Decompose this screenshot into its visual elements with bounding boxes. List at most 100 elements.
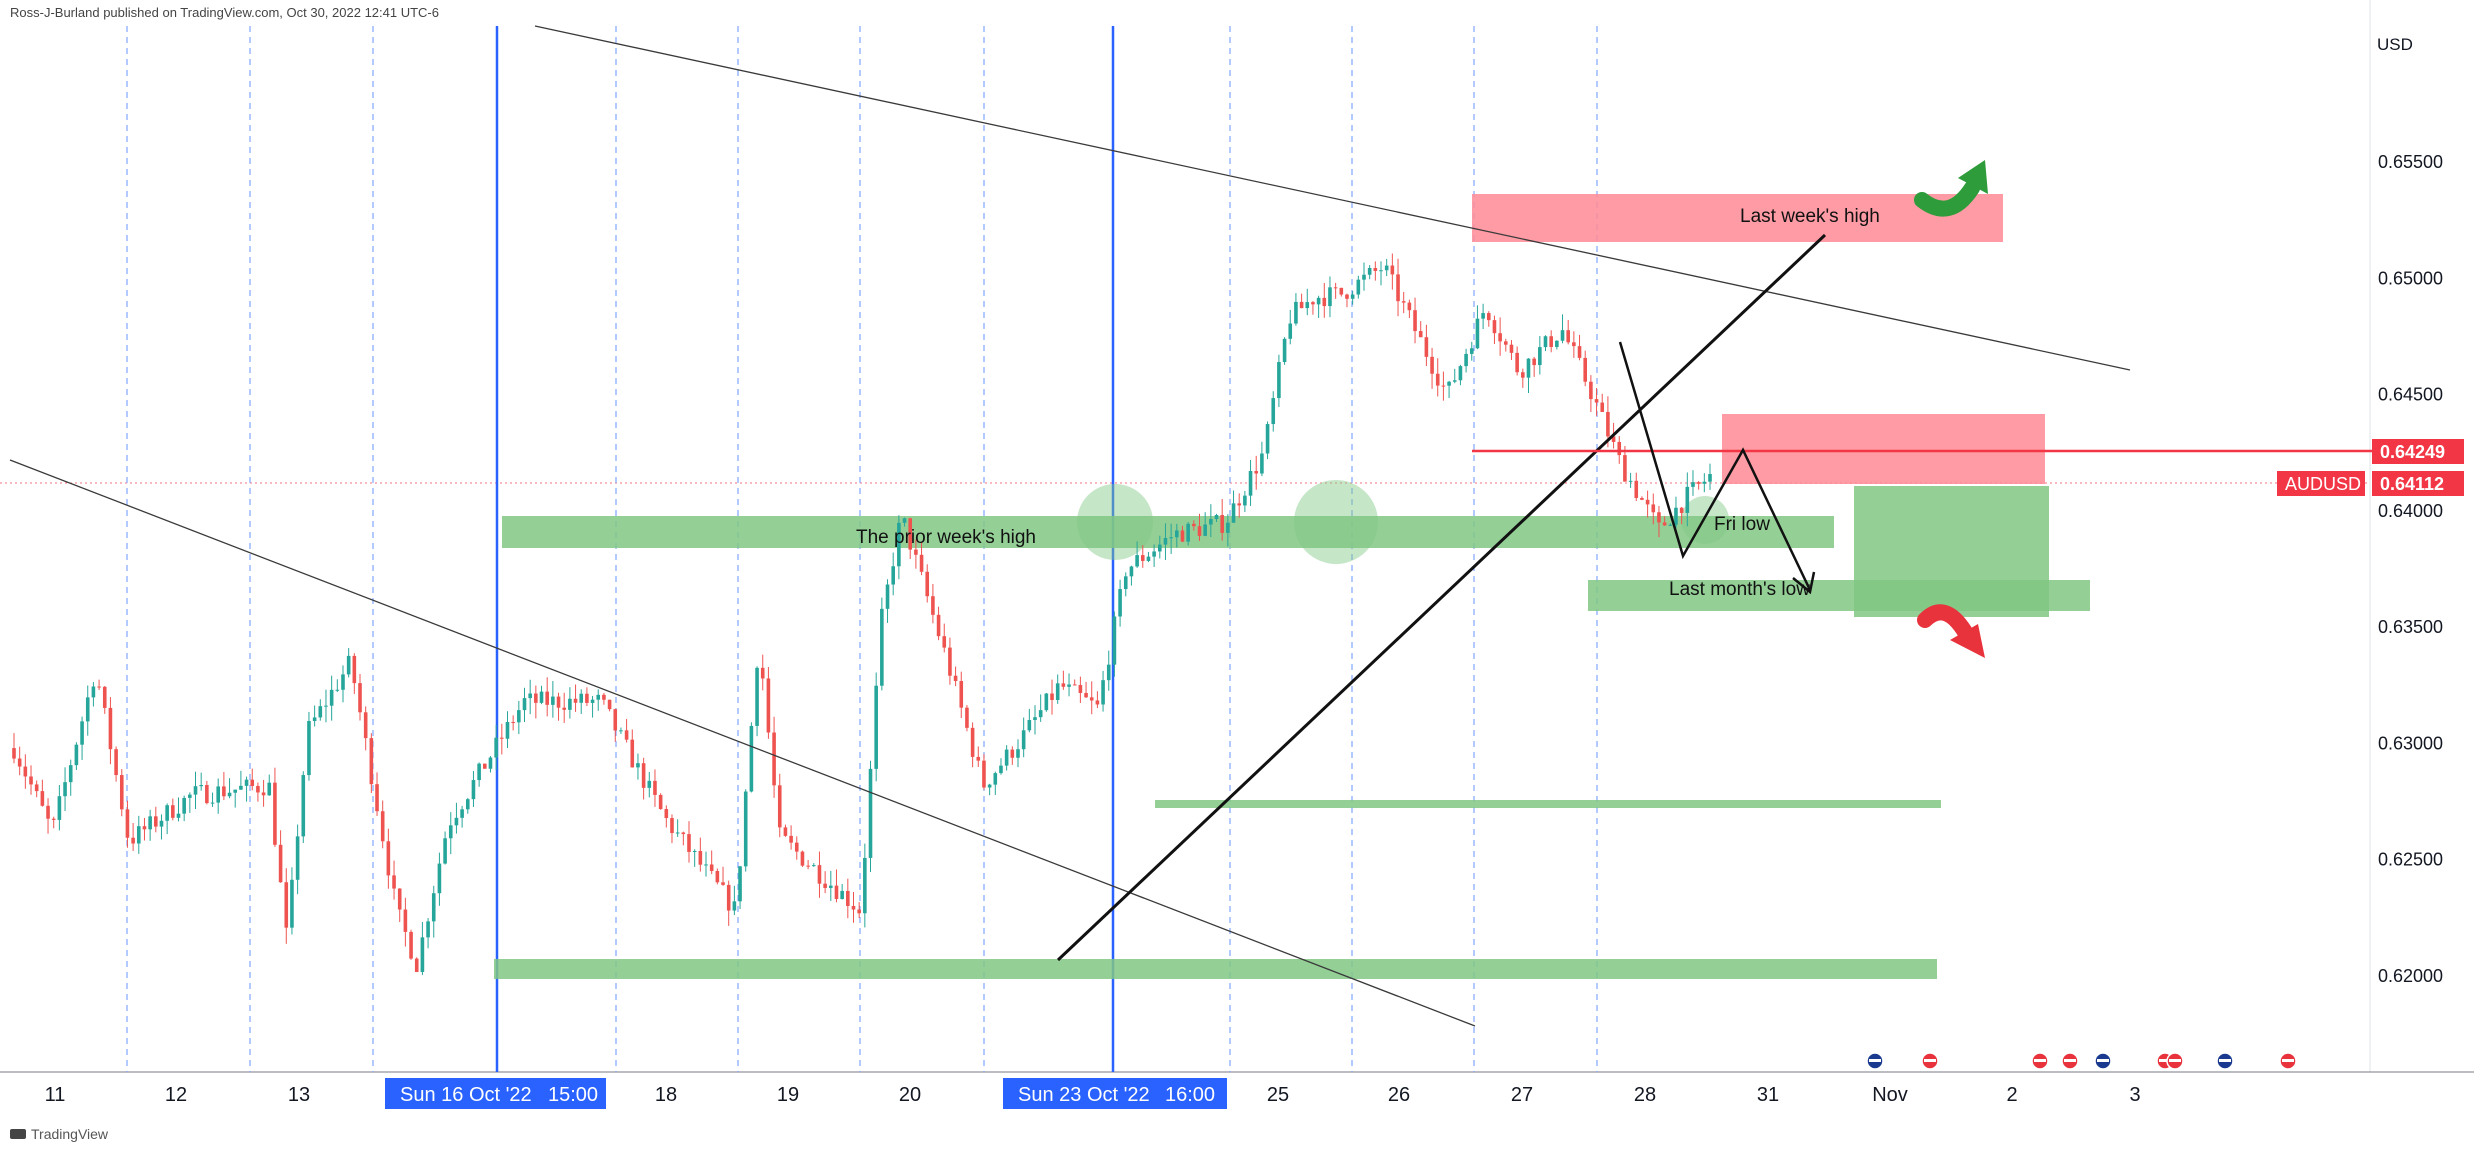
candle-body <box>1390 265 1395 275</box>
candle-body <box>1078 684 1083 693</box>
candle-body <box>1288 323 1293 339</box>
candle-body <box>619 730 623 732</box>
candle-body <box>471 780 476 800</box>
symbol-price-badge: AUDUSD 0.64112 <box>2277 471 2464 496</box>
candle-body <box>188 794 192 798</box>
us-flag-icon[interactable] <box>2031 1052 2049 1070</box>
candle-body <box>74 744 79 766</box>
time-tick-label: 25 <box>1267 1084 1289 1106</box>
label-last-months-low: Last month's low <box>1669 579 1810 600</box>
au-flag-icon[interactable] <box>2094 1052 2112 1070</box>
candle-body <box>437 863 442 894</box>
candle-body <box>1299 301 1304 309</box>
candle-body <box>1175 530 1179 538</box>
candle-body <box>142 826 147 830</box>
candle-body <box>318 706 323 718</box>
candle-body <box>1282 338 1287 363</box>
candle-body <box>1163 537 1168 545</box>
candle-body <box>664 809 669 819</box>
candle-body <box>500 737 504 739</box>
candle-body <box>1640 497 1644 500</box>
candle-body <box>278 844 283 883</box>
candle-body <box>1316 297 1321 305</box>
candle-body <box>1157 544 1162 552</box>
candle-body <box>874 685 878 769</box>
price-tick-label: 0.62000 <box>2378 966 2443 986</box>
us-flag-icon[interactable] <box>2279 1052 2297 1070</box>
candle-body <box>494 737 498 758</box>
bullish-arrow-icon <box>1914 160 1988 217</box>
candle-body <box>29 776 33 785</box>
candle-body <box>783 827 788 836</box>
candle-body <box>687 834 691 852</box>
candle-body <box>216 786 221 803</box>
candle-body <box>1112 616 1117 665</box>
candle-body <box>658 794 663 810</box>
candle-body <box>358 683 362 713</box>
candle-body <box>324 705 328 707</box>
candle-body <box>403 909 408 932</box>
red-resistance-zone <box>1722 414 2045 484</box>
target-box <box>1854 486 2049 617</box>
projected-path-arrowhead <box>1792 571 1816 595</box>
candle-body <box>993 773 998 785</box>
candle-body <box>312 717 317 722</box>
candle-body <box>1583 357 1588 382</box>
candle-body <box>1674 507 1678 525</box>
candle-body <box>931 596 935 615</box>
candle-body <box>1254 471 1259 474</box>
candle-body <box>1146 556 1151 561</box>
candle-body <box>171 805 175 818</box>
time-badge-2: Sun 23 Oct '22 16:00 <box>1003 1078 1227 1109</box>
candle-body <box>1373 268 1378 271</box>
candle-body <box>534 693 538 703</box>
us-flag-icon[interactable] <box>2166 1052 2184 1070</box>
au-flag-icon[interactable] <box>2216 1052 2234 1070</box>
candle-body <box>817 865 822 884</box>
candle-body <box>386 841 391 876</box>
candle-body <box>1418 331 1423 338</box>
candle-body <box>607 699 612 710</box>
touch-circles <box>1077 480 1729 564</box>
au-flag-icon[interactable] <box>1866 1052 1884 1070</box>
candle-body <box>1106 664 1111 681</box>
candle-body <box>1260 453 1264 474</box>
candle-body <box>636 763 640 768</box>
candle-body <box>1577 346 1582 358</box>
candle-body <box>454 817 459 826</box>
candle-body <box>698 850 703 865</box>
candle-body <box>420 937 425 972</box>
candle-body <box>250 779 255 786</box>
candle-body <box>1033 717 1037 721</box>
candle-body <box>1192 523 1196 527</box>
candle-body <box>755 667 759 726</box>
candle-body <box>726 884 731 911</box>
candle-body <box>823 883 827 888</box>
candle-body <box>857 909 861 914</box>
candle-body <box>1379 270 1383 272</box>
candle-body <box>613 709 618 731</box>
candle-body <box>624 730 629 740</box>
candle-body <box>210 802 215 804</box>
candle-body <box>1407 302 1412 311</box>
candle-body <box>1611 436 1616 442</box>
candle-body <box>12 748 16 759</box>
candle-body <box>80 721 84 745</box>
us-flag-icon[interactable] <box>2061 1052 2079 1070</box>
price-tick-label: 0.64000 <box>2378 501 2443 521</box>
candle-body <box>1617 441 1622 456</box>
us-flag-icon[interactable] <box>1921 1052 1939 1070</box>
price-tick-label: 0.62500 <box>2378 850 2443 870</box>
candle-body <box>936 614 941 637</box>
candle-body <box>23 766 28 777</box>
candle-body <box>777 785 782 828</box>
candle-body <box>1186 523 1190 542</box>
price-tick-label: 0.63000 <box>2378 733 2443 753</box>
candle-body <box>1038 710 1043 718</box>
candle-body <box>715 870 720 883</box>
candle-body <box>1481 313 1485 319</box>
candle-body <box>573 698 578 703</box>
bearish-arrow-icon <box>1917 604 1985 658</box>
candle-body <box>1486 313 1491 321</box>
